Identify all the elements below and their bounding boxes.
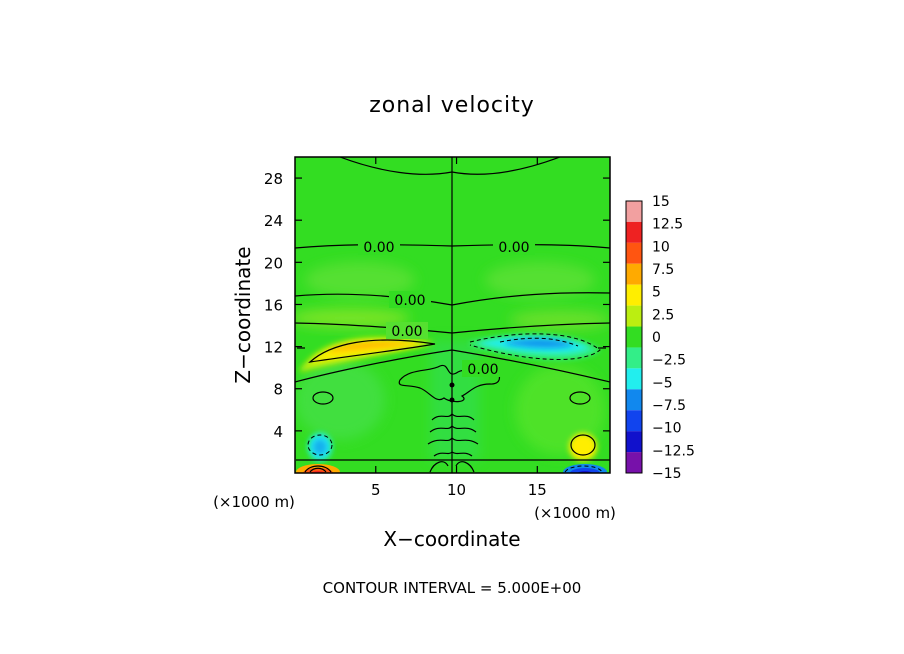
contour-labels: 0.00 0.00 0.00 0.00 0.00	[358, 238, 535, 378]
colorbar-label: 7.5	[652, 262, 674, 278]
contour-label-bg-4	[386, 322, 428, 339]
colorbar-frame	[625, 200, 643, 474]
colorbar-swatch	[626, 263, 642, 285]
contour-label-3: 0.00	[394, 293, 425, 309]
warm-band-right	[510, 310, 610, 330]
colorbar-label: −2.5	[652, 353, 686, 369]
colorbar-swatch	[626, 368, 642, 390]
contour-label-5: 0.00	[467, 362, 498, 378]
colorbar-label: −15	[652, 466, 682, 482]
colorbar-label: 2.5	[652, 307, 674, 323]
contour-label-bg-1	[358, 238, 400, 255]
colorbar-label: −5	[652, 375, 673, 391]
colorbar-label: 15	[652, 194, 670, 210]
y-tick-label: 8	[273, 381, 283, 399]
contour-bottom-lobes	[429, 461, 475, 473]
colorbar-swatch	[626, 431, 642, 453]
dashed-lower-left-loop	[307, 434, 333, 456]
y-axis-label: Z−coordinate	[231, 246, 255, 383]
colorbar-swatch	[626, 305, 642, 327]
contour-label-4: 0.00	[391, 324, 422, 340]
x-axis-label: X−coordinate	[383, 527, 520, 551]
dashed-negative-jet	[469, 333, 601, 360]
dashed-bottom-right-loop	[564, 465, 603, 473]
colorbar-swatch	[626, 347, 642, 369]
colorbar-label: −7.5	[652, 398, 686, 414]
anomaly-lower-right-positive	[569, 433, 597, 461]
contour-label-bg-3	[389, 291, 431, 308]
contour-lower-right-loop	[570, 434, 596, 456]
anomaly-lower-left-core	[313, 439, 327, 455]
colorbar-label: 5	[652, 285, 661, 301]
bottom-right-negative-peak	[577, 471, 593, 473]
colorbar-label: 0	[652, 330, 661, 346]
x-tick-label: 5	[371, 481, 381, 499]
colorbar-swatch	[626, 221, 642, 243]
negative-jet-core	[505, 338, 575, 348]
x-tick-label: 15	[528, 481, 547, 499]
contour-loop-left	[312, 391, 334, 405]
chart-title: zonal velocity	[369, 93, 535, 118]
y-axis-ticks: 4 8 12 16 20 24 28	[264, 170, 610, 441]
warm-band-left	[295, 308, 410, 328]
contour-positive-jet	[308, 339, 436, 363]
colorbar-label: 10	[652, 239, 670, 255]
contour-bottom-left-loops	[304, 465, 332, 473]
colorbar-swatch	[626, 242, 642, 264]
lower-right-region	[515, 365, 605, 455]
y-tick-label: 12	[264, 339, 283, 357]
bottom-right-negative-core	[570, 468, 600, 473]
light-band-right	[485, 262, 595, 298]
colorbar-label: −10	[652, 421, 682, 437]
contour-interval-footer: CONTOUR INTERVAL = 5.000E+00	[323, 579, 582, 597]
y-tick-label: 16	[264, 296, 283, 314]
x-axis-ticks: 5 10 15	[371, 157, 547, 499]
light-band-left	[305, 262, 415, 298]
contour-label-1: 0.00	[363, 240, 394, 256]
center-dot-upper	[449, 382, 455, 388]
x-unit-left: (×1000 m)	[213, 493, 295, 511]
colorbar-swatch	[626, 326, 642, 348]
colorbar-swatch	[626, 410, 642, 432]
colorbar-swatch	[626, 201, 642, 222]
positive-jet-core	[330, 342, 420, 352]
x-unit-right: (×1000 m)	[534, 504, 616, 522]
contour-center-wiggle	[398, 364, 500, 403]
colorbar-label: 12.5	[652, 217, 683, 233]
center-dot-lower	[449, 397, 455, 403]
colorbar-swatch	[626, 389, 642, 411]
colorbar-label: −12.5	[652, 443, 695, 459]
contour-label-bg-5	[462, 360, 504, 377]
x-tick-label: 10	[447, 481, 466, 499]
y-tick-label: 28	[264, 170, 283, 188]
colorbar-swatch	[626, 452, 642, 473]
contour-label-bg-2	[493, 238, 535, 255]
plot-area: 0.00 0.00 0.00 0.00 0.00	[295, 157, 610, 473]
y-tick-label: 24	[264, 212, 283, 230]
y-tick-label: 4	[273, 423, 283, 441]
bottom-left-positive-peak	[310, 471, 326, 473]
contour-label-2: 0.00	[498, 240, 529, 256]
contour-loop-right	[569, 391, 591, 405]
lower-left-region	[295, 360, 385, 440]
y-tick-label: 20	[264, 254, 283, 272]
plot-frame	[294, 156, 611, 474]
dashed-negative-contours	[307, 333, 603, 473]
dashed-negative-jet-inner	[499, 337, 579, 347]
colorbar: 15 12.5 10 7.5 5 2.5 0 −2.5 −5 −7.5 −10 −12.5 −15	[625, 194, 695, 482]
colorbar-swatch	[626, 284, 642, 306]
